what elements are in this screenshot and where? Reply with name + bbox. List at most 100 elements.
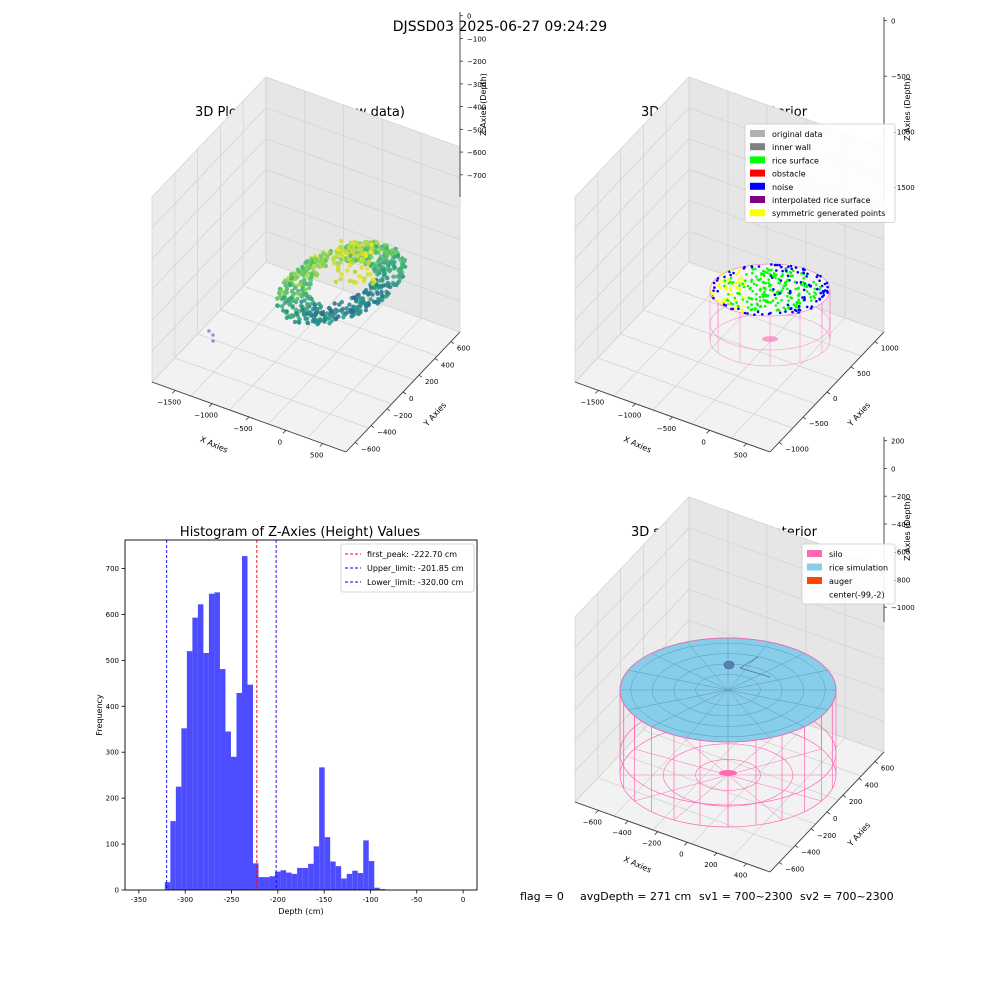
classified-point <box>788 289 792 293</box>
classified-point <box>803 296 806 299</box>
histogram-bar <box>302 867 309 890</box>
data-point <box>365 266 370 272</box>
classified-point <box>724 304 728 307</box>
grid-line <box>730 317 846 439</box>
data-point <box>292 319 298 325</box>
z-tick-label: −700 <box>467 172 486 180</box>
x-tick <box>743 443 747 447</box>
classified-point <box>738 292 741 296</box>
legend-label: noise <box>772 183 793 192</box>
classified-point <box>722 303 726 306</box>
data-point <box>347 302 352 307</box>
silo-center-mark <box>719 770 737 776</box>
classified-point <box>768 272 772 276</box>
histogram-bar <box>186 651 193 890</box>
auger-line <box>739 667 771 678</box>
x-tick <box>208 403 213 407</box>
classified-point <box>746 284 750 288</box>
histogram-bar <box>192 617 198 890</box>
data-point <box>294 311 299 316</box>
data-point <box>361 258 366 263</box>
silo-floor-spoke <box>727 774 783 821</box>
classified-point <box>805 305 809 309</box>
classified-point <box>823 282 827 286</box>
classified-point <box>789 296 792 299</box>
classified-point <box>758 288 762 292</box>
classified-point <box>796 271 800 274</box>
data-point <box>340 306 345 312</box>
data-point <box>298 292 303 297</box>
classified-point <box>767 281 770 285</box>
x-tick <box>282 430 287 434</box>
classified-point <box>761 295 765 299</box>
x-tick-label: 500 <box>734 452 747 460</box>
y-tick-label: 400 <box>865 781 878 789</box>
data-point <box>399 265 404 271</box>
y-axis-label: Frequency <box>95 694 104 736</box>
data-point <box>313 270 318 275</box>
data-point <box>296 320 302 325</box>
classified-point <box>761 293 764 296</box>
data-point <box>391 282 397 287</box>
y-tick-label: 400 <box>106 703 119 711</box>
data-point <box>379 289 384 295</box>
data-point <box>385 280 391 286</box>
z-tick-label: −800 <box>891 576 910 584</box>
rice-mesh-spoke <box>727 689 805 728</box>
data-point <box>284 299 289 304</box>
data-point <box>381 257 387 262</box>
legend-swatch <box>750 143 765 151</box>
x-tick <box>684 842 688 846</box>
data-point <box>336 268 341 273</box>
data-point <box>338 260 343 265</box>
data-point <box>320 311 325 317</box>
data-point <box>347 263 352 269</box>
classified-point <box>797 305 801 308</box>
data-point <box>300 266 305 271</box>
footer-status: flag = 0 avgDepth = 271 cm sv1 = 700~230… <box>520 890 894 903</box>
z-axis-label: Z Axies (Depth) <box>903 78 912 141</box>
data-point <box>302 269 308 275</box>
data-point <box>287 301 293 307</box>
auger-line <box>739 656 759 669</box>
outlier-point <box>207 329 211 333</box>
z-tick-label: −1000 <box>891 129 915 137</box>
rice-mesh-spoke <box>628 689 729 711</box>
classified-point <box>813 287 817 291</box>
classified-point <box>786 274 790 278</box>
classified-point <box>738 289 742 293</box>
y-tick-label: −400 <box>801 849 820 857</box>
classified-point <box>778 311 782 315</box>
classified-point <box>771 274 775 278</box>
data-point <box>318 253 323 258</box>
classified-point <box>741 311 744 314</box>
classified-point <box>791 310 794 314</box>
classified-point <box>774 296 778 300</box>
grid-line <box>306 317 422 439</box>
classified-point <box>723 300 726 304</box>
data-point <box>343 250 348 256</box>
data-point <box>303 287 308 292</box>
classified-point <box>785 280 788 283</box>
classified-point <box>815 275 819 279</box>
y-tick <box>778 862 783 865</box>
legend-label: symmetric generated points <box>772 209 885 218</box>
x-tick <box>632 403 636 407</box>
classified-point <box>736 271 740 275</box>
classified-point <box>797 294 801 297</box>
data-point <box>294 307 299 312</box>
footer-sv1: sv1 = 700~2300 <box>699 890 793 903</box>
classified-point <box>756 278 759 281</box>
classified-point <box>810 305 814 308</box>
classified-point <box>738 269 742 272</box>
z-tick-label: −400 <box>467 104 486 112</box>
y-tick <box>842 794 847 798</box>
y-tick-label: −600 <box>361 445 380 453</box>
classified-point <box>808 292 811 296</box>
x-tick-label: -250 <box>224 896 240 904</box>
classified-point <box>750 278 753 282</box>
y-tick-label: 500 <box>857 370 870 378</box>
data-point <box>376 300 381 305</box>
grid-line <box>220 309 415 381</box>
grid-line <box>574 589 885 710</box>
